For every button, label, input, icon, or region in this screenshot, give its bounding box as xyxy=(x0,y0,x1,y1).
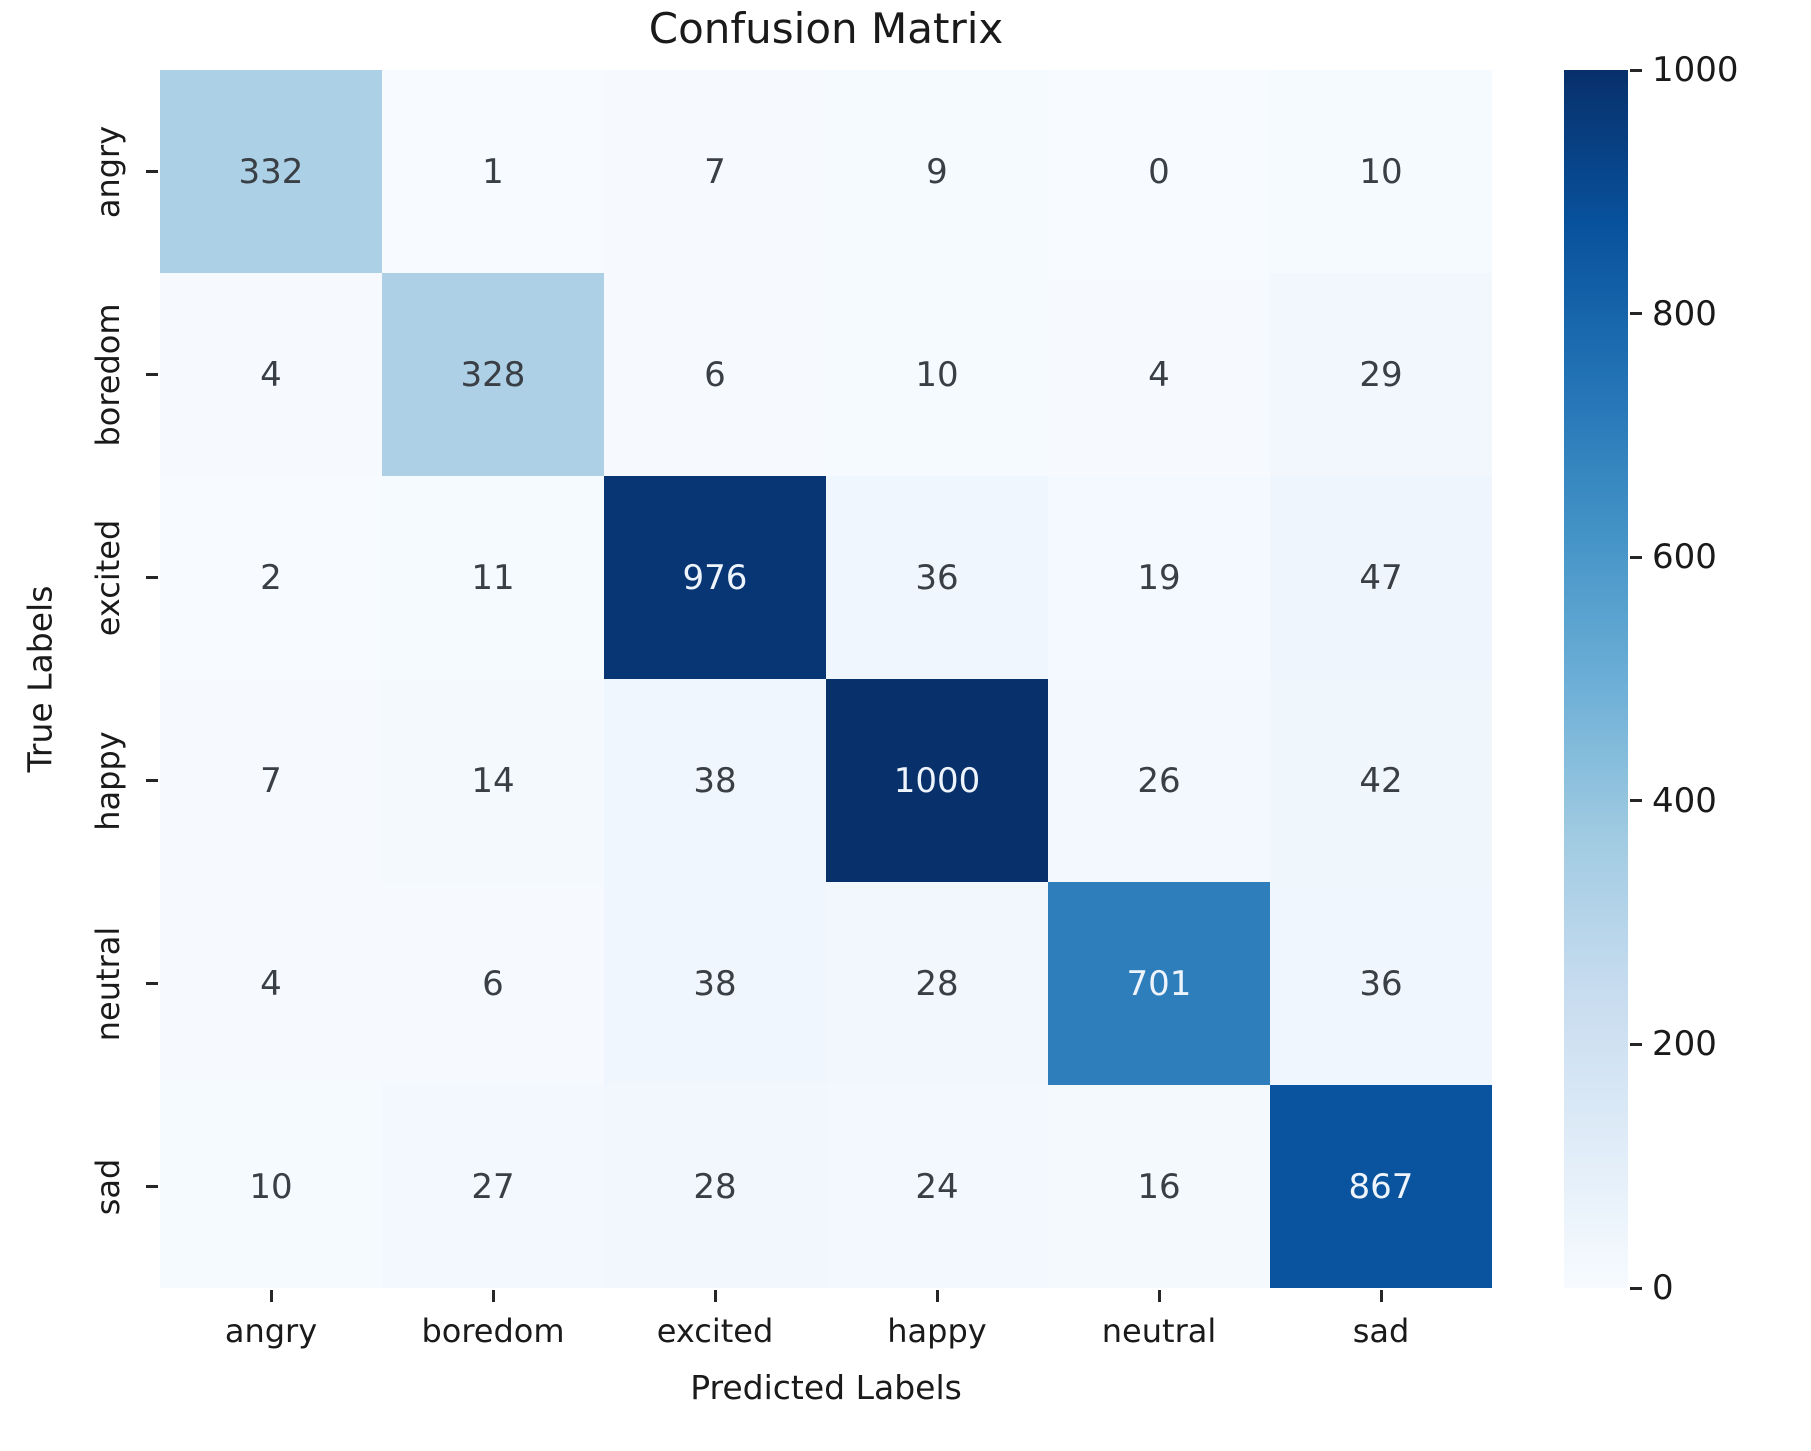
y-axis-title: True Labels xyxy=(20,585,60,773)
heatmap-cell-boredom-happy: 10 xyxy=(826,273,1048,476)
x-tick-label-neutral: neutral xyxy=(1101,1312,1217,1350)
colorbar-tick-mark xyxy=(1630,312,1642,316)
heatmap-cell-sad-boredom: 27 xyxy=(382,1085,604,1288)
heatmap-cell-boredom-sad: 29 xyxy=(1270,273,1492,476)
x-tick-label-sad: sad xyxy=(1352,1312,1410,1350)
x-tick-label-boredom: boredom xyxy=(421,1312,565,1350)
x-tick-mark xyxy=(713,1290,717,1302)
y-tick-label-happy: happy xyxy=(89,730,127,831)
x-tick-mark xyxy=(491,1290,495,1302)
heatmap-cell-happy-neutral: 26 xyxy=(1048,679,1270,882)
heatmap-cell-excited-boredom: 11 xyxy=(382,476,604,679)
x-tick-label-happy: happy xyxy=(887,1312,987,1350)
heatmap-cell-sad-neutral: 16 xyxy=(1048,1085,1270,1288)
colorbar xyxy=(1564,70,1628,1288)
heatmap-cell-happy-excited: 38 xyxy=(604,679,826,882)
y-tick-mark xyxy=(146,170,158,173)
colorbar-tick-mark xyxy=(1630,555,1642,559)
chart-title: Confusion Matrix xyxy=(648,4,1004,53)
heatmap-cell-boredom-angry: 4 xyxy=(160,273,382,476)
heatmap-cell-neutral-boredom: 6 xyxy=(382,882,604,1085)
y-tick-mark xyxy=(146,982,158,985)
heatmap-cell-sad-sad: 867 xyxy=(1270,1085,1492,1288)
heatmap-grid: 332 1 7 9 0 10 4 328 6 10 4 29 2 11 976 36 19 47 7 14 38 1000… xyxy=(160,70,1492,1288)
heatmap-cell-excited-sad: 47 xyxy=(1270,476,1492,679)
colorbar-tick-label-600: 600 xyxy=(1652,537,1717,578)
heatmap-cell-angry-happy: 9 xyxy=(826,70,1048,273)
heatmap-cell-excited-neutral: 19 xyxy=(1048,476,1270,679)
heatmap-cell-angry-sad: 10 xyxy=(1270,70,1492,273)
heatmap-cell-happy-boredom: 14 xyxy=(382,679,604,882)
y-tick-label-angry: angry xyxy=(89,125,127,218)
x-tick-label-angry: angry xyxy=(224,1312,318,1350)
heatmap-cell-sad-happy: 24 xyxy=(826,1085,1048,1288)
heatmap-cell-neutral-happy: 28 xyxy=(826,882,1048,1085)
colorbar-tick-mark xyxy=(1630,1042,1642,1046)
x-tick-mark xyxy=(1379,1290,1383,1302)
y-tick-label-sad: sad xyxy=(89,1158,127,1215)
heatmap-cell-excited-excited: 976 xyxy=(604,476,826,679)
y-tick-mark xyxy=(146,1185,158,1188)
x-tick-mark xyxy=(269,1290,273,1302)
y-tick-label-boredom: boredom xyxy=(89,302,127,447)
x-tick-label-excited: excited xyxy=(656,1312,774,1350)
heatmap-cell-boredom-boredom: 328 xyxy=(382,273,604,476)
x-tick-mark xyxy=(1157,1290,1161,1302)
colorbar-tick-label-1000: 1000 xyxy=(1652,50,1739,90)
heatmap-cell-happy-sad: 42 xyxy=(1270,679,1492,882)
heatmap-cell-boredom-neutral: 4 xyxy=(1048,273,1270,476)
y-tick-label-excited: excited xyxy=(89,519,127,636)
colorbar-tick-mark xyxy=(1630,799,1642,803)
heatmap-cell-angry-angry: 332 xyxy=(160,70,382,273)
heatmap-cell-happy-happy: 1000 xyxy=(826,679,1048,882)
heatmap-cell-happy-angry: 7 xyxy=(160,679,382,882)
heatmap-cell-neutral-sad: 36 xyxy=(1270,882,1492,1085)
colorbar-tick-label-800: 800 xyxy=(1652,293,1717,334)
heatmap-cell-excited-happy: 36 xyxy=(826,476,1048,679)
colorbar-tick-mark xyxy=(1630,68,1642,72)
colorbar-tick-label-200: 200 xyxy=(1652,1024,1717,1065)
heatmap-cell-angry-boredom: 1 xyxy=(382,70,604,273)
heatmap-cell-neutral-neutral: 701 xyxy=(1048,882,1270,1085)
heatmap-cell-angry-excited: 7 xyxy=(604,70,826,273)
heatmap-cell-sad-excited: 28 xyxy=(604,1085,826,1288)
heatmap-cell-excited-angry: 2 xyxy=(160,476,382,679)
y-tick-mark xyxy=(146,576,158,579)
colorbar-tick-label-400: 400 xyxy=(1652,780,1717,821)
heatmap-cell-neutral-excited: 38 xyxy=(604,882,826,1085)
heatmap-cell-angry-neutral: 0 xyxy=(1048,70,1270,273)
heatmap-cell-neutral-angry: 4 xyxy=(160,882,382,1085)
y-tick-mark xyxy=(146,373,158,376)
colorbar-tick-mark xyxy=(1630,1286,1642,1290)
colorbar-tick-label-0: 0 xyxy=(1652,1268,1674,1308)
heatmap-cell-sad-angry: 10 xyxy=(160,1085,382,1288)
y-tick-mark xyxy=(146,779,158,782)
heatmap-cell-boredom-excited: 6 xyxy=(604,273,826,476)
y-tick-label-neutral: neutral xyxy=(89,926,127,1041)
x-axis-title: Predicted Labels xyxy=(690,1368,962,1407)
x-tick-mark xyxy=(935,1290,939,1302)
